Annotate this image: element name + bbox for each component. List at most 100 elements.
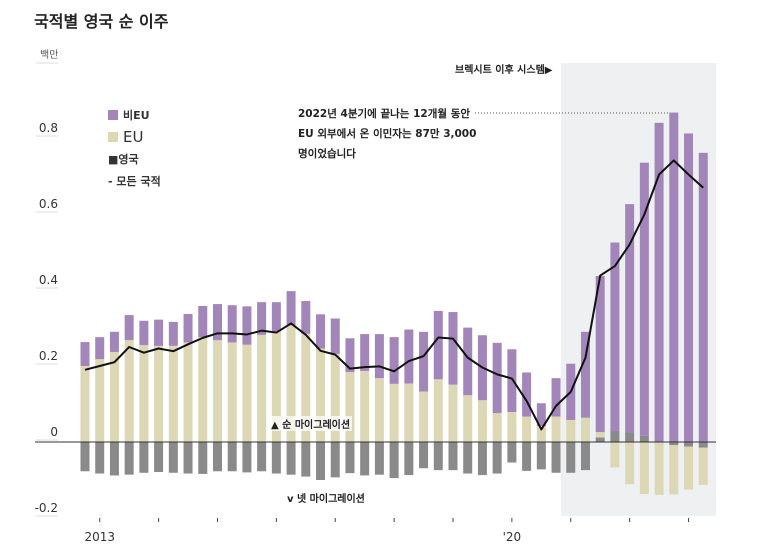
bar-non-eu bbox=[227, 305, 237, 343]
bar-non-eu bbox=[154, 319, 164, 346]
bar-uk bbox=[566, 442, 576, 473]
bar-eu bbox=[536, 426, 546, 442]
bar-uk bbox=[433, 442, 443, 471]
bar-eu bbox=[580, 417, 590, 442]
y-tick-label: 0.2 bbox=[39, 349, 58, 363]
non-eu-swatch bbox=[108, 110, 118, 120]
bar-non-eu bbox=[669, 112, 679, 442]
bar-eu bbox=[463, 395, 473, 442]
bar-eu bbox=[227, 342, 237, 442]
annotation: 2022년 4분기에 끝나는 12개월 동안 EU 외부에서 온 이민자는 87… bbox=[298, 104, 476, 164]
bar-eu bbox=[360, 370, 370, 442]
bar-eu bbox=[404, 383, 414, 442]
bar-non-eu bbox=[448, 312, 458, 385]
legend-item-eu: EU bbox=[108, 126, 161, 148]
bar-uk bbox=[345, 442, 355, 474]
x-tick-label: 2013 bbox=[84, 530, 115, 544]
bar-non-eu bbox=[316, 314, 326, 349]
bar-uk bbox=[301, 442, 311, 477]
bar-eu bbox=[374, 378, 384, 442]
bar-uk bbox=[477, 442, 487, 476]
bar-non-eu bbox=[80, 342, 90, 366]
bar-non-eu bbox=[301, 301, 311, 334]
bar-eu bbox=[492, 413, 502, 442]
bar-eu bbox=[168, 345, 178, 442]
bar-eu bbox=[154, 345, 164, 442]
bar-eu bbox=[316, 348, 326, 442]
bar-eu bbox=[286, 325, 296, 442]
bar-uk bbox=[139, 442, 149, 473]
bar-non-eu bbox=[286, 291, 296, 326]
y-tick-label: 0.4 bbox=[39, 273, 58, 287]
bar-non-eu bbox=[698, 152, 708, 442]
bar-uk bbox=[168, 442, 178, 473]
bar-eu bbox=[625, 442, 635, 485]
bar-uk bbox=[448, 442, 458, 471]
y-tick-label: 0 bbox=[50, 425, 58, 439]
bar-non-eu bbox=[654, 122, 664, 443]
bar-eu bbox=[507, 411, 517, 442]
bar-uk bbox=[684, 442, 694, 447]
bar-uk bbox=[183, 442, 193, 474]
bar-uk bbox=[124, 442, 134, 475]
bar-eu bbox=[448, 384, 458, 442]
bar-non-eu bbox=[95, 337, 105, 360]
bar-uk bbox=[698, 442, 708, 448]
bar-uk bbox=[374, 442, 384, 475]
bar-uk bbox=[360, 442, 370, 476]
bar-non-eu bbox=[271, 302, 281, 332]
bar-uk bbox=[227, 442, 237, 472]
legend-label-eu: EU bbox=[123, 128, 144, 146]
bar-eu bbox=[345, 372, 355, 442]
bar-non-eu bbox=[212, 304, 222, 341]
bar-eu bbox=[610, 442, 620, 468]
bar-eu bbox=[639, 442, 649, 495]
bar-uk bbox=[492, 442, 502, 474]
bar-eu bbox=[183, 342, 193, 442]
bar-uk bbox=[330, 442, 340, 478]
bar-non-eu bbox=[404, 329, 414, 384]
bar-non-eu bbox=[551, 378, 561, 417]
bar-eu bbox=[301, 333, 311, 442]
bar-non-eu bbox=[183, 313, 193, 343]
bar-eu bbox=[551, 416, 561, 442]
bar-non-eu bbox=[507, 349, 517, 412]
legend-label-uk: ■영국 bbox=[108, 153, 139, 166]
bar-eu bbox=[522, 416, 532, 442]
x-tick-label: '20 bbox=[503, 530, 522, 544]
bar-non-eu bbox=[419, 331, 429, 392]
net-down-label: v 넷 마이그레이션 bbox=[287, 494, 365, 505]
y-tick-label: -0.2 bbox=[35, 501, 58, 515]
bar-uk bbox=[507, 442, 517, 463]
bar-uk bbox=[595, 437, 605, 442]
bar-uk bbox=[580, 442, 590, 471]
annotation-line-2: EU 외부에서 온 이민자는 87만 3,000 bbox=[298, 128, 477, 140]
bar-non-eu bbox=[360, 334, 370, 371]
bar-uk bbox=[257, 442, 267, 472]
y-tick-label: 0.6 bbox=[39, 197, 58, 211]
bar-non-eu bbox=[522, 372, 532, 417]
legend-item-all: - 모든 국적 bbox=[108, 170, 161, 192]
annotation-line-1: 2022년 4분기에 끝나는 12개월 동안 bbox=[298, 108, 471, 120]
annotation-line-3: 명이었습니다 bbox=[298, 148, 356, 160]
bar-eu bbox=[595, 432, 605, 438]
bar-uk bbox=[639, 435, 649, 442]
bar-eu bbox=[139, 345, 149, 442]
bar-eu bbox=[433, 379, 443, 442]
bar-eu bbox=[212, 340, 222, 442]
bar-uk bbox=[271, 442, 281, 474]
bar-uk bbox=[109, 442, 119, 476]
bar-non-eu bbox=[595, 275, 605, 433]
bar-non-eu bbox=[684, 133, 694, 442]
bar-eu bbox=[242, 344, 252, 442]
bar-uk bbox=[198, 442, 208, 474]
unit-label: 백만 bbox=[40, 49, 58, 61]
bar-eu bbox=[654, 442, 664, 495]
bar-non-eu bbox=[374, 334, 384, 379]
bar-non-eu bbox=[639, 162, 649, 436]
bar-uk bbox=[522, 442, 532, 471]
bar-eu bbox=[271, 331, 281, 442]
bar-non-eu bbox=[257, 302, 267, 335]
legend: 비EU EU ■영국 - 모든 국적 bbox=[108, 104, 161, 192]
